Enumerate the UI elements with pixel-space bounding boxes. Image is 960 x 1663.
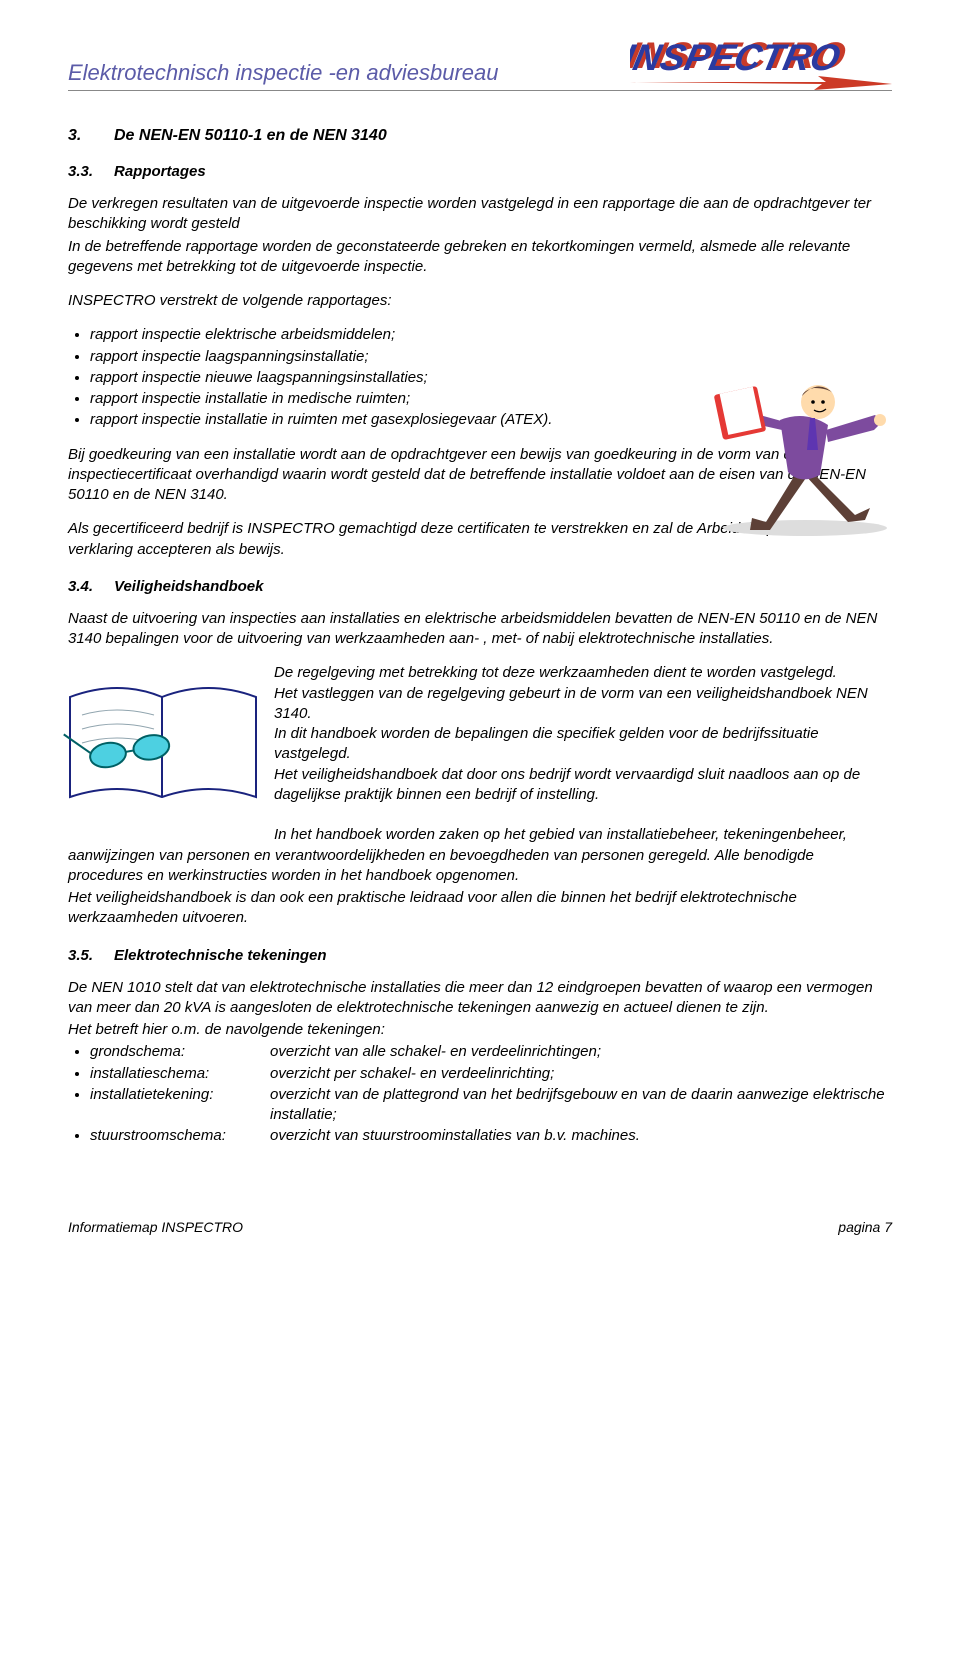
- sched-key: stuurstroomschema:: [90, 1126, 270, 1146]
- list-item: stuurstroomschema:overzicht van stuurstr…: [90, 1126, 892, 1146]
- list-item: rapport inspectie elektrische arbeidsmid…: [90, 325, 892, 345]
- list-item: installatietekening:overzicht van de pla…: [90, 1085, 892, 1126]
- para-34f: In het handboek worden zaken op het gebi…: [68, 825, 892, 886]
- sched-val: overzicht van de plattegrond van het bed…: [270, 1085, 892, 1126]
- heading-3-5-title: Elektrotechnische tekeningen: [114, 947, 327, 964]
- footer-right: pagina 7: [838, 1219, 892, 1235]
- sched-val: overzicht per schakel- en verdeelinricht…: [270, 1064, 892, 1084]
- heading-3-3-num: 3.3.: [68, 163, 114, 180]
- para-34d: In dit handboek worden de bepalingen die…: [274, 725, 819, 762]
- para-33b: In de betreffende rapportage worden de g…: [68, 237, 892, 278]
- footer: Informatiemap INSPECTRO pagina 7: [68, 1219, 892, 1235]
- heading-3-5-num: 3.5.: [68, 947, 114, 964]
- footer-left: Informatiemap INSPECTRO: [68, 1219, 243, 1235]
- para-35a: De NEN 1010 stelt dat van elektrotechnis…: [68, 978, 892, 1019]
- sched-key: grondschema:: [90, 1042, 270, 1062]
- heading-3: 3.De NEN-EN 50110-1 en de NEN 3140: [68, 127, 892, 145]
- list-item: installatieschema:overzicht per schakel-…: [90, 1064, 892, 1084]
- svg-text:INSPECTRO: INSPECTRO: [630, 36, 844, 78]
- list-item: grondschema:overzicht van alle schakel- …: [90, 1042, 892, 1062]
- para-33a: De verkregen resultaten van de uitgevoer…: [68, 194, 892, 235]
- heading-3-4: 3.4.Veiligheidshandboek: [68, 578, 892, 595]
- heading-3-title: De NEN-EN 50110-1 en de NEN 3140: [114, 127, 387, 144]
- heading-3-4-num: 3.4.: [68, 578, 114, 595]
- para-33c: INSPECTRO verstrekt de volgende rapporta…: [68, 291, 892, 311]
- heading-3-4-title: Veiligheidshandboek: [114, 578, 263, 595]
- para-34a: Naast de uitvoering van inspecties aan i…: [68, 609, 892, 650]
- para-34g: Het veiligheidshandboek is dan ook een p…: [68, 888, 892, 929]
- logo: INSPECTRO INSPECTRO: [630, 28, 900, 96]
- heading-3-5: 3.5.Elektrotechnische tekeningen: [68, 947, 892, 964]
- para-34c: Het vastleggen van de regelgeving gebeur…: [274, 685, 868, 722]
- sched-val: overzicht van alle schakel- en verdeelin…: [270, 1042, 892, 1062]
- para-34b: De regelgeving met betrekking tot deze w…: [274, 664, 837, 681]
- illustration-book-icon: [58, 657, 268, 827]
- sched-key: installatietekening:: [90, 1085, 270, 1126]
- sched-val: overzicht van stuurstroominstallaties va…: [270, 1126, 892, 1146]
- para-34e: Het veiligheidshandboek dat door ons bed…: [274, 766, 860, 803]
- sched-key: installatieschema:: [90, 1064, 270, 1084]
- illustration-runner-icon: [710, 360, 900, 540]
- list-35: grondschema:overzicht van alle schakel- …: [68, 1042, 892, 1146]
- heading-3-3-title: Rapportages: [114, 163, 206, 180]
- heading-3-num: 3.: [68, 127, 114, 145]
- heading-3-3: 3.3.Rapportages: [68, 163, 892, 180]
- para-35b: Het betreft hier o.m. de navolgende teke…: [68, 1020, 892, 1040]
